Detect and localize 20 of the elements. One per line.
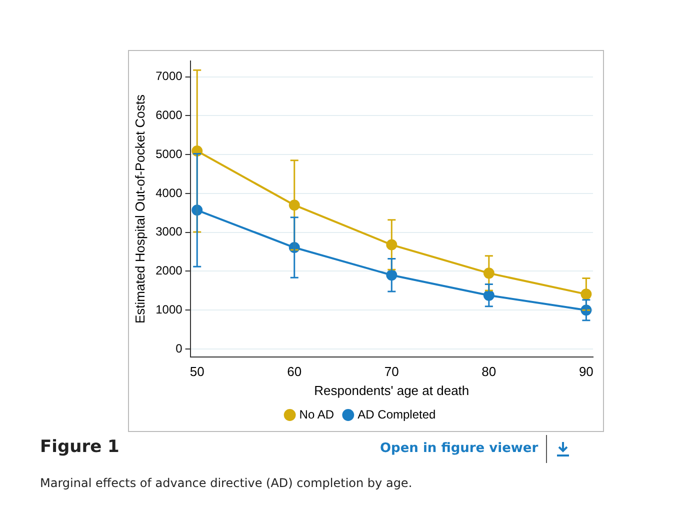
y-axis-title: Estimated Hospital Out-of-Pocket Costs [132, 94, 148, 324]
y-tick-label: 7000 [156, 69, 183, 84]
y-tick-label: 5000 [156, 146, 183, 161]
x-tick-label: 90 [578, 364, 594, 380]
y-tick-label: 2000 [156, 264, 183, 278]
legend-label: AD Completed [358, 407, 436, 422]
text: Marginal effects of advance directive (AD) completion by age. [40, 476, 412, 490]
legend-label: No AD [299, 407, 334, 422]
y-tick-label: 4000 [156, 186, 183, 200]
x-tick-label: 80 [482, 364, 496, 380]
x-tick-label: 50 [190, 364, 204, 380]
x-tick-label: 70 [384, 364, 399, 380]
y-tick-label: 0 [176, 341, 183, 356]
x-tick-label: 60 [287, 364, 302, 380]
x-axis-title: Respondents' age at death [314, 382, 470, 398]
y-tick-label: 6000 [156, 108, 183, 122]
text: Open in figure viewer [380, 441, 538, 456]
caption: Figure 1 [40, 437, 120, 457]
y-tick-label: 1000 [156, 302, 183, 316]
y-tick-label: 3000 [156, 224, 183, 239]
